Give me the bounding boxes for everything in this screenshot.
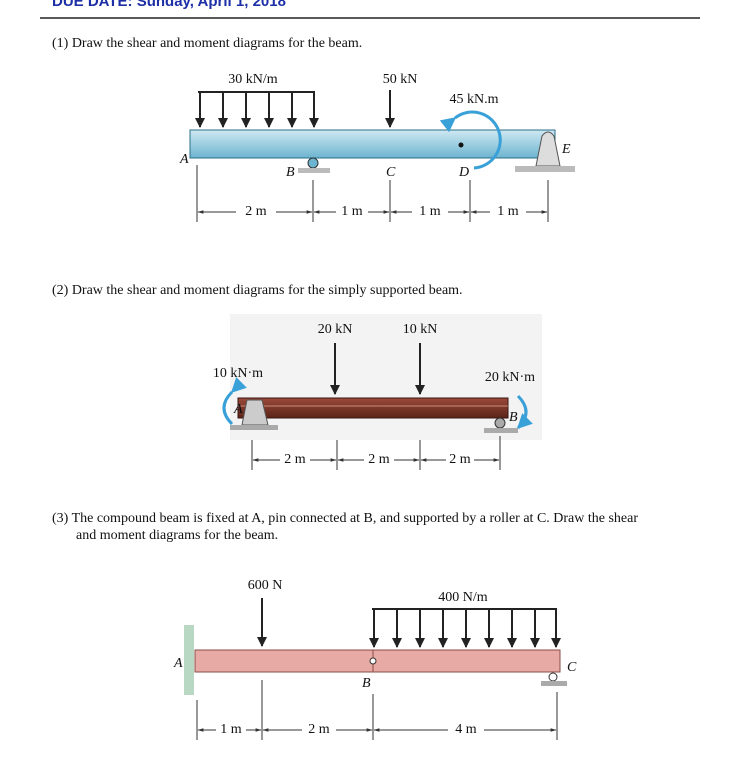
moment-arrow <box>516 394 533 430</box>
dim-label: 2 m <box>449 452 471 467</box>
dimension <box>251 436 501 470</box>
load-label: 45 kN.m <box>450 92 499 107</box>
roller <box>548 672 558 682</box>
dim-label: 1 m <box>419 204 441 219</box>
load-label: 400 N/m <box>438 590 488 605</box>
roller <box>307 157 319 169</box>
distributed-load <box>195 92 319 128</box>
load-label: 600 N <box>248 578 283 593</box>
pin-support <box>535 131 561 167</box>
load-label: 10 kN·m <box>213 366 263 381</box>
dim-label: 1 m <box>220 722 242 737</box>
point-label: D <box>458 165 469 180</box>
ground <box>515 166 575 172</box>
figure-3: 600 N 400 N/m A B C 1 m 2 m 4 m <box>173 578 577 740</box>
point-label: B <box>286 165 295 180</box>
ground <box>298 168 330 173</box>
beam <box>372 649 561 673</box>
dim-label: 2 m <box>284 452 306 467</box>
dim-label: 4 m <box>455 722 477 737</box>
moment-arrow <box>439 110 502 170</box>
fixed-wall <box>184 625 194 695</box>
ground <box>541 681 567 686</box>
pin <box>369 657 377 665</box>
point-label: A <box>173 656 183 671</box>
distributed-load <box>369 609 561 648</box>
dim-label: 1 m <box>341 204 363 219</box>
point-d <box>458 142 464 148</box>
figure-2: 20 kN 10 kN 10 kN·m 20 kN·m A B 2 m 2 m … <box>213 314 542 470</box>
statement: (3) The compound beam is fixed at A, pin… <box>52 511 638 526</box>
ground <box>230 425 278 430</box>
load-label: 20 kN·m <box>485 370 535 385</box>
point-label: A <box>179 152 189 167</box>
point-label: B <box>362 676 371 691</box>
moment-arrow <box>222 377 247 426</box>
beam <box>237 397 509 419</box>
beam <box>194 649 374 673</box>
point-label: E <box>561 142 571 157</box>
load-label: 30 kN/m <box>228 72 278 87</box>
figure-background <box>230 314 542 440</box>
ground <box>484 428 518 433</box>
load-label: 50 kN <box>383 72 418 87</box>
statement: (1) Draw the shear and moment diagrams f… <box>52 36 362 51</box>
figure-1: 30 kN/m 50 kN 45 kN.m A B C D E 2 m 1 m … <box>179 72 575 222</box>
dim-label: 2 m <box>245 204 267 219</box>
dimension <box>196 680 558 740</box>
statement: (2) Draw the shear and moment diagrams f… <box>52 283 463 298</box>
point-label: B <box>509 410 518 425</box>
dim-label: 1 m <box>497 204 519 219</box>
roller <box>494 417 506 429</box>
load-label: 20 kN <box>318 322 353 337</box>
point-label: C <box>386 165 396 180</box>
point-label: C <box>567 660 577 675</box>
statement: and moment diagrams for the beam. <box>76 528 278 543</box>
dim-label: 2 m <box>308 722 330 737</box>
due-date: DUE DATE: Sunday, April 1, 2018 <box>52 0 286 10</box>
load-label: 10 kN <box>403 322 438 337</box>
dimension <box>196 165 549 222</box>
dim-label: 2 m <box>368 452 390 467</box>
point-label: A <box>233 402 243 417</box>
